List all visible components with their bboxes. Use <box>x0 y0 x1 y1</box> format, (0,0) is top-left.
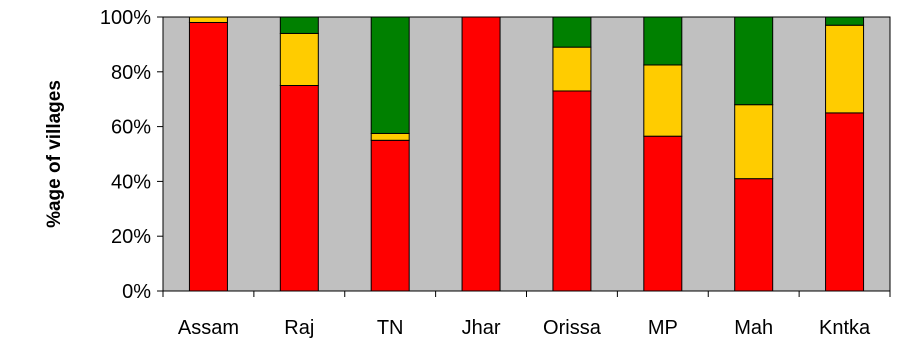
bar-segment-kntka-2 <box>825 16 865 26</box>
bar-segment-raj-0 <box>279 85 319 292</box>
x-tick-label-raj: Raj <box>284 317 314 339</box>
bar-segment-tn-0 <box>370 139 410 292</box>
y-tick-label: 0% <box>122 281 151 303</box>
bar-segment-assam-0 <box>188 21 228 292</box>
plot-area <box>162 16 891 292</box>
bar-segment-raj-2 <box>279 16 319 34</box>
y-tick-label: 40% <box>111 171 151 193</box>
bar-segment-jhar-0 <box>461 16 501 292</box>
bar-segment-mah-1 <box>734 104 774 180</box>
y-tick-label: 20% <box>111 226 151 248</box>
x-tick-label-orissa: Orissa <box>543 317 602 339</box>
bar-segment-mah-2 <box>734 16 774 106</box>
bar-segment-tn-2 <box>370 16 410 134</box>
x-tick-label-assam: Assam <box>178 317 239 339</box>
bar-segment-assam-1 <box>188 16 228 23</box>
x-tick-label-mp: MP <box>648 317 678 339</box>
bar-segment-orissa-1 <box>552 46 592 92</box>
x-tick-label-tn: TN <box>377 317 404 339</box>
bar-segment-mp-2 <box>643 16 683 66</box>
bar-segment-orissa-2 <box>552 16 592 48</box>
bar-segment-orissa-0 <box>552 90 592 292</box>
bars-group <box>188 16 865 292</box>
bar-segment-mp-0 <box>643 135 683 292</box>
y-tick-label: 100% <box>100 7 151 29</box>
bar-segment-kntka-1 <box>825 24 865 114</box>
axes-group: 0% 20% 40% 60% 80% 100% Assam Raj TN Jhar Orissa MP… <box>100 7 891 339</box>
bar-segment-mp-1 <box>643 64 683 137</box>
bar-segment-tn-1 <box>370 132 410 141</box>
bar-segment-kntka-0 <box>825 112 865 292</box>
bar-segment-mah-0 <box>734 178 774 292</box>
x-tick-label-kntka: Kntka <box>819 317 871 339</box>
y-tick-label: 60% <box>111 117 151 139</box>
y-axis-label: %age of villages <box>44 80 65 228</box>
x-tick-label-mah: Mah <box>734 317 773 339</box>
y-tick-label: 80% <box>111 62 151 84</box>
bar-segment-raj-1 <box>279 32 319 86</box>
x-tick-label-jhar: Jhar <box>462 317 501 339</box>
